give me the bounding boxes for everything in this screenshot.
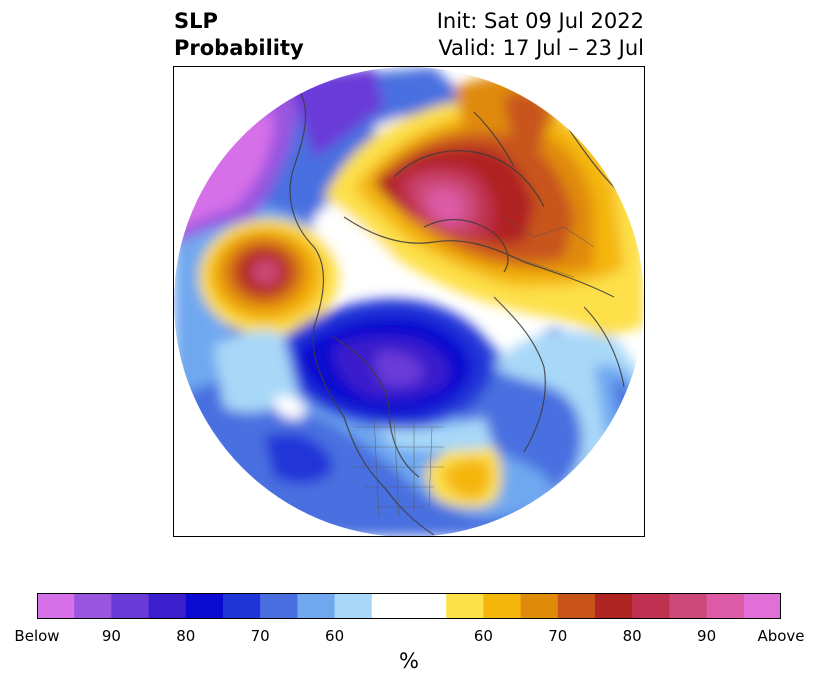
colorbar-swatch [520, 593, 559, 619]
colorbar-border [37, 593, 781, 619]
colorbar-swatch [37, 593, 75, 619]
colorbar-swatch [743, 593, 781, 619]
colorbar-swatch [632, 593, 670, 619]
colorbar-swatch [334, 593, 373, 619]
colorbar-swatch [260, 593, 298, 619]
colorbar-tick-label: 80 [622, 627, 642, 645]
colorbar-tick-label: Below [14, 627, 60, 645]
colorbar-swatch [446, 593, 484, 619]
colorbar-swatch [185, 593, 224, 619]
chart-title-right: Init: Sat 09 Jul 2022 Valid: 17 Jul – 23… [437, 8, 644, 62]
init-date: Init: Sat 09 Jul 2022 [436, 9, 644, 33]
colorbar-tick-label: 60 [473, 627, 493, 645]
map-panel [173, 66, 645, 537]
polar-map [174, 67, 644, 536]
colorbar-tick-label: 80 [176, 627, 196, 645]
colorbar-swatch [148, 593, 187, 619]
colorbar-unit: % [399, 649, 419, 673]
colorbar-tick-label: 70 [250, 627, 270, 645]
title-variable: SLP [174, 9, 218, 33]
chart-title-left: SLP Probability [174, 8, 304, 62]
valid-range: Valid: 17 Jul – 23 Jul [438, 36, 644, 60]
colorbar-swatch [595, 593, 633, 619]
colorbar-tick-label: 90 [697, 627, 717, 645]
colorbar-swatch [371, 593, 410, 619]
colorbar-swatch [557, 593, 596, 619]
colorbar-swatch [111, 593, 150, 619]
title-quantity: Probability [174, 36, 304, 60]
colorbar-tick-label: 70 [548, 627, 568, 645]
colorbar-swatch [669, 593, 708, 619]
colorbar-swatch [297, 593, 336, 619]
colorbar-tick-label: 60 [325, 627, 345, 645]
colorbar-swatch [483, 593, 522, 619]
colorbar-swatch [223, 593, 261, 619]
colorbar-tick-label: Above [757, 627, 805, 645]
colorbar-swatch [409, 593, 447, 619]
colorbar-swatch [706, 593, 745, 619]
colorbar [37, 593, 781, 619]
colorbar-swatch [74, 593, 112, 619]
colorbar-tick-label: 90 [101, 627, 121, 645]
